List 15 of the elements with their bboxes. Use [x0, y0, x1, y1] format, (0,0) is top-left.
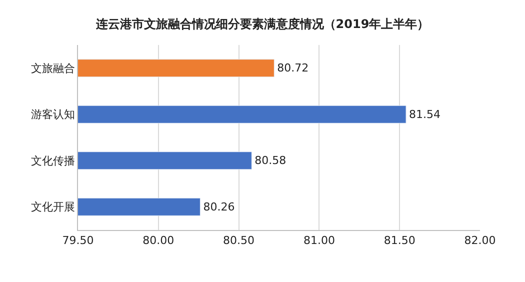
data-label: 80.72 [277, 62, 309, 75]
y-tick-label: 游客认知 [30, 108, 75, 122]
x-tick-label: 82.00 [464, 234, 496, 248]
x-tick-label: 81.00 [303, 234, 335, 248]
chart-title: 连云港市文旅融合情况细分要素满意度情况（2019年上半年） [94, 17, 430, 32]
x-tick-label: 80.00 [142, 234, 174, 248]
data-label: 80.26 [203, 200, 235, 214]
y-tick-label: 文化传播 [30, 154, 75, 168]
data-label: 81.54 [409, 108, 441, 121]
x-tick-label: 81.50 [384, 234, 416, 248]
x-tick-label: 80.50 [223, 234, 255, 248]
y-tick-label: 文化开展 [30, 200, 75, 214]
y-tick-label: 文旅融合 [30, 62, 75, 75]
data-label: 80.58 [254, 154, 286, 168]
x-tick-label: 79.50 [62, 234, 94, 248]
